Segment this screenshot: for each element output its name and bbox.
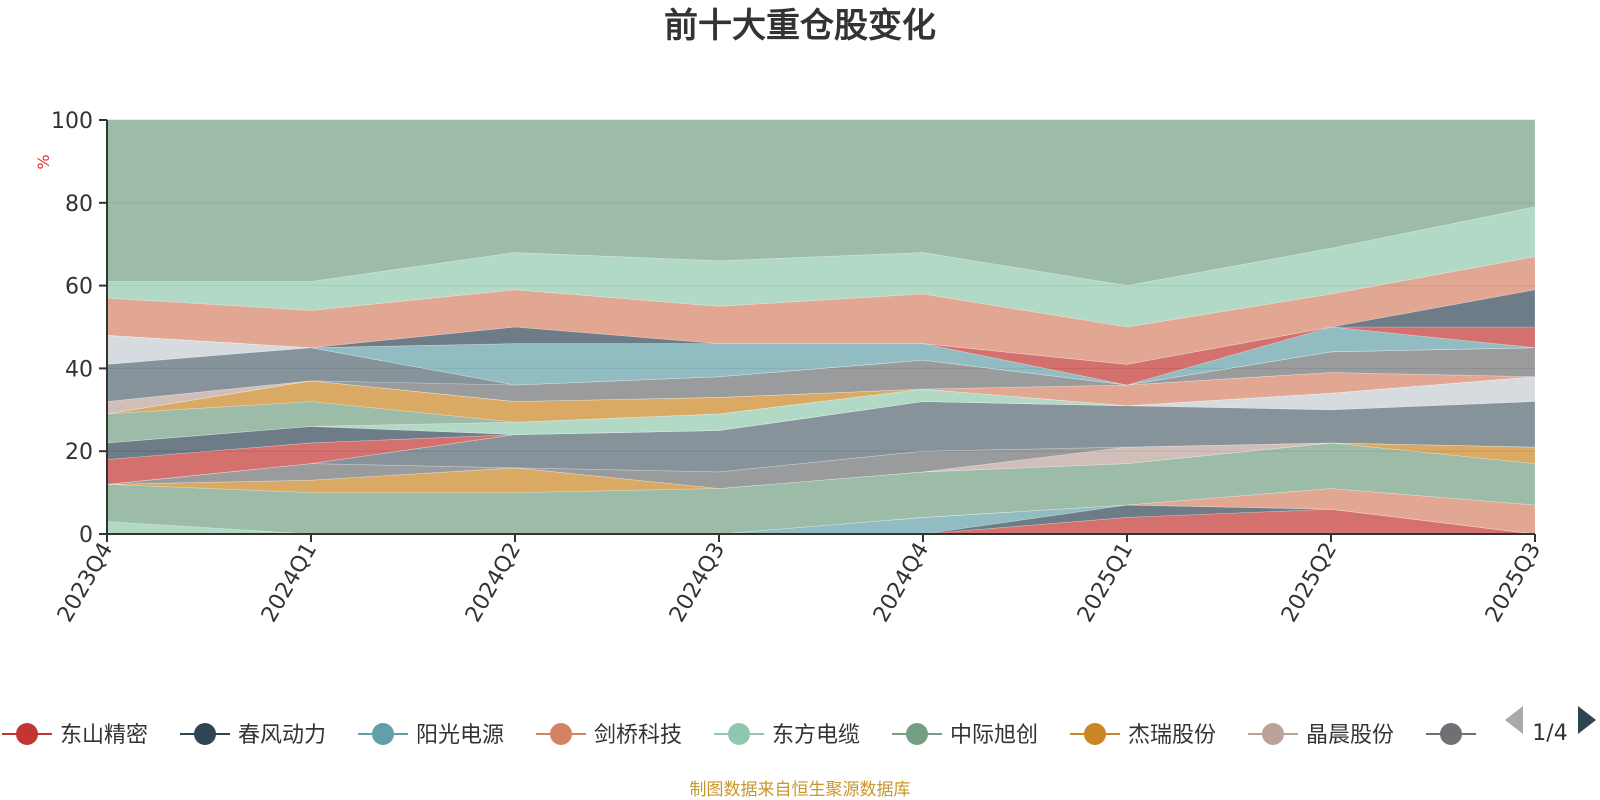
legend-label: 东方电缆	[772, 723, 860, 748]
legend-marker-icon	[1084, 723, 1106, 745]
legend: 东山精密 春风动力 阳光电源 剑桥科技 东方电缆 中际旭创 杰瑞股份 晶晨股份	[2, 723, 1476, 748]
x-tick-label: 2025Q2	[1277, 539, 1342, 627]
legend-item[interactable]: 剑桥科技	[536, 723, 682, 748]
area-series	[106, 119, 1536, 535]
legend-label: 东山精密	[60, 723, 148, 748]
triangle-left-icon[interactable]	[1505, 706, 1523, 734]
legend-item[interactable]: 春风动力	[180, 723, 326, 748]
x-tick-label: 2023Q4	[53, 539, 118, 627]
legend-label: 晶晨股份	[1306, 723, 1394, 748]
legend-item[interactable]	[1426, 723, 1476, 745]
legend-label: 剑桥科技	[594, 723, 682, 748]
y-tick-label: 0	[79, 523, 93, 548]
legend-item[interactable]: 东山精密	[2, 723, 148, 748]
data-source-note: 制图数据来自恒生聚源数据库	[690, 780, 911, 800]
legend-page-indicator: 1/4	[1532, 721, 1567, 746]
legend-label: 春风动力	[238, 723, 326, 748]
legend-marker-icon	[1262, 723, 1284, 745]
y-tick-label: 40	[65, 357, 93, 382]
y-tick-label: 80	[65, 192, 93, 217]
legend-marker-icon	[728, 723, 750, 745]
legend-item[interactable]: 东方电缆	[714, 723, 860, 748]
x-tick-label: 2024Q4	[869, 539, 934, 627]
y-tick-label: 60	[65, 275, 93, 300]
legend-marker-icon	[906, 723, 928, 745]
legend-marker-icon	[1440, 723, 1462, 745]
x-tick-label: 2024Q2	[461, 539, 526, 627]
legend-marker-icon	[194, 723, 216, 745]
legend-marker-icon	[550, 723, 572, 745]
triangle-right-icon[interactable]	[1578, 706, 1596, 734]
x-tick-label: 2025Q1	[1073, 539, 1138, 627]
chart-title: 前十大重仓股变化	[664, 6, 936, 46]
x-tick-label: 2024Q3	[665, 539, 730, 627]
legend-pager: 1/4	[1505, 706, 1596, 746]
y-tick-label: 100	[51, 109, 93, 134]
legend-marker-icon	[372, 723, 394, 745]
legend-label: 杰瑞股份	[1128, 723, 1216, 748]
legend-item[interactable]: 杰瑞股份	[1070, 723, 1216, 748]
y-axis-unit-label: %	[34, 154, 53, 169]
legend-label: 中际旭创	[950, 723, 1038, 748]
area-series-其他S	[106, 119, 1536, 286]
legend-item[interactable]: 阳光电源	[358, 723, 504, 748]
legend-marker-icon	[16, 723, 38, 745]
legend-item[interactable]: 晶晨股份	[1248, 723, 1394, 748]
y-tick-label: 20	[65, 440, 93, 465]
x-tick-label: 2025Q3	[1481, 539, 1546, 627]
x-tick-label: 2024Q1	[257, 539, 322, 627]
legend-label: 阳光电源	[416, 723, 504, 748]
legend-item[interactable]: 中际旭创	[892, 723, 1038, 748]
